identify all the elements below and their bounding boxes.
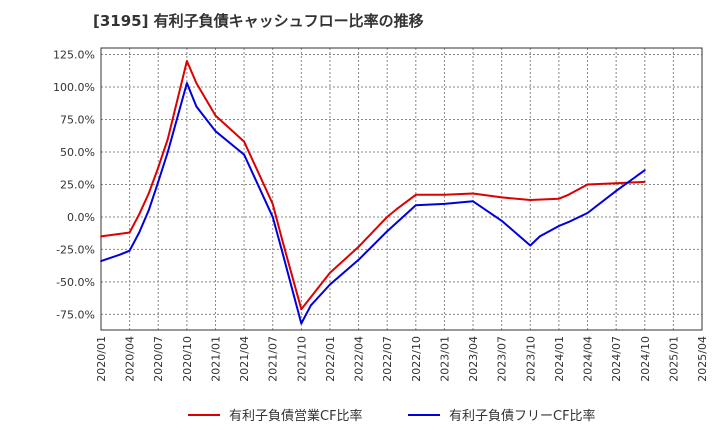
series-2-point: [386, 230, 389, 233]
series-2-point: [157, 181, 160, 183]
series-2-point: [119, 253, 121, 256]
series-1-point: [357, 245, 360, 248]
series-2-point: [558, 225, 560, 227]
series-1-point: [157, 166, 160, 169]
series-2-point: [281, 251, 284, 253]
series-1-point: [214, 114, 217, 117]
y-tick-label: 100.0%: [53, 81, 95, 94]
series-2-point: [615, 190, 617, 192]
y-tick-label: 125.0%: [53, 48, 95, 61]
x-tick-label: 2024/07: [610, 336, 623, 382]
series-1-point: [195, 82, 198, 84]
x-tick-label: 2023/01: [438, 336, 451, 382]
x-tick-label: 2023/10: [524, 336, 537, 382]
series-2-point: [567, 221, 570, 224]
y-tick-label: -50.0%: [56, 276, 95, 289]
series-2-point: [128, 249, 131, 252]
x-tick-label: 2025/01: [667, 336, 680, 382]
y-tick-label: -25.0%: [56, 243, 95, 256]
x-tick-label: 2022/10: [410, 336, 423, 382]
y-tick-label: 75.0%: [60, 113, 95, 126]
series-1-point: [147, 192, 150, 195]
series-1-point: [443, 193, 446, 196]
series-2-point: [214, 130, 217, 133]
series-2-point: [271, 216, 274, 218]
plot-border: [100, 47, 703, 331]
x-tick-label: 2021/07: [267, 336, 280, 382]
series-1-point: [414, 193, 417, 196]
x-tick-label: 2024/04: [582, 336, 595, 382]
series-2-point: [443, 203, 446, 205]
series-1-point: [643, 181, 646, 183]
series-2-point: [538, 235, 541, 238]
series-2-point: [310, 304, 312, 307]
x-tick-label: 2024/10: [639, 336, 652, 382]
x-tick-label: 2022/04: [353, 336, 366, 382]
x-tick-label: 2024/01: [553, 336, 566, 382]
chart-title: [3195] 有利子負債キャッシュフロー比率の推移: [93, 12, 424, 30]
series-2-point: [472, 200, 474, 203]
series-1-point: [529, 199, 532, 201]
series-1-point: [243, 140, 246, 143]
series-1-point: [395, 208, 398, 211]
legend-label-2: 有利子負債フリーCF比率: [449, 408, 596, 424]
series-2-point: [300, 322, 303, 325]
series-1-point: [586, 183, 589, 186]
series-2-point: [586, 212, 589, 214]
y-tick-label: 50.0%: [60, 146, 95, 159]
x-tick-label: 2023/04: [467, 336, 480, 382]
series-2-point: [500, 219, 503, 222]
series-1-point: [300, 308, 303, 311]
series-2-point: [357, 258, 360, 261]
x-tick-label: 2022/01: [324, 336, 337, 382]
series-1-point: [138, 213, 141, 216]
series-2-point: [147, 209, 150, 212]
x-tick-label: 2021/01: [209, 336, 222, 382]
series-2-point: [243, 153, 246, 156]
series-1-point: [558, 197, 560, 200]
series-2-point: [166, 151, 169, 153]
x-tick-label: 2023/07: [496, 336, 509, 382]
series-2-point: [100, 260, 102, 262]
series-1-point: [567, 193, 570, 196]
x-tick-label: 2021/04: [238, 336, 251, 382]
series-1-point: [281, 239, 284, 242]
x-tick-label: 2020/10: [181, 336, 194, 382]
series-2-point: [138, 231, 141, 234]
series-2-point: [195, 105, 198, 108]
y-tick-label: 25.0%: [60, 178, 95, 191]
series-1-point: [472, 192, 474, 195]
series-1-point: [271, 203, 274, 205]
plot-area: [101, 48, 702, 330]
x-tick-label: 2020/01: [95, 336, 108, 382]
y-tick-label: -75.0%: [56, 308, 95, 321]
series-1-point: [166, 138, 169, 140]
series-2-point: [186, 82, 188, 84]
y-tick-label: 0.0%: [67, 211, 95, 224]
x-tick-label: 2021/10: [295, 336, 308, 382]
series-1-point: [186, 60, 188, 62]
series-1-point: [386, 216, 389, 218]
series-1-point: [100, 235, 102, 238]
series-1-point: [329, 271, 331, 274]
x-tick-label: 2022/07: [381, 336, 394, 382]
series-1-point: [615, 182, 617, 185]
x-tick-label: 2025/04: [696, 336, 709, 382]
series-2-point: [529, 244, 532, 247]
x-tick-label: 2020/07: [152, 336, 165, 382]
series-2-point: [643, 169, 646, 172]
legend-label-1: 有利子負債営業CF比率: [229, 408, 363, 424]
series-1-point: [128, 231, 131, 234]
series-2-point: [414, 204, 417, 207]
x-tick-label: 2020/04: [124, 336, 137, 382]
series-1-point: [500, 196, 503, 199]
series-2-point: [329, 283, 331, 286]
